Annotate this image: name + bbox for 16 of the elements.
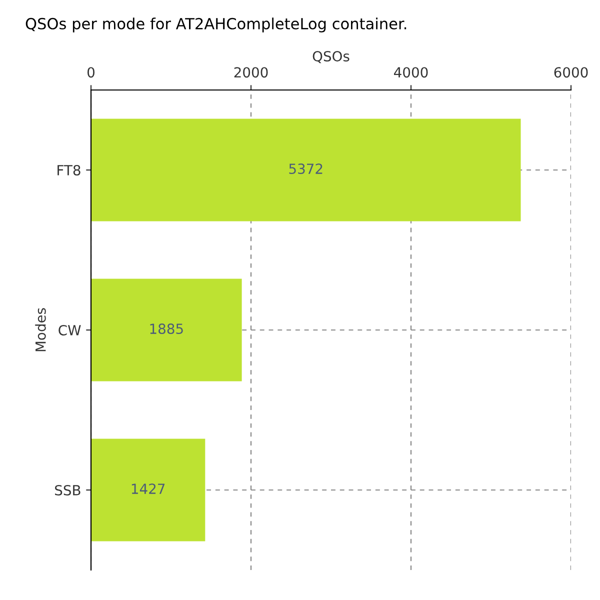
data-label: 5372 [289,164,322,174]
bar [91,278,242,382]
data-label: 1427 [132,484,165,494]
x-tick-label: 6000 [554,67,588,78]
y-tick-label: SSB [55,484,80,496]
x-tick-label: 2000 [234,67,268,78]
data-label: 1885 [150,324,183,334]
bar [91,118,521,222]
y-tick-label: CW [58,324,81,336]
chart-title: QSOs per mode for AT2AHCompleteLog container. [26,18,406,32]
x-tick-label: 0 [87,67,94,78]
y-tick-label: FT8 [58,164,80,176]
bar [91,438,206,542]
x-axis-title: QSOs [312,50,350,64]
y-axis-title: Modes [35,308,46,352]
x-tick-label: 4000 [394,67,428,78]
